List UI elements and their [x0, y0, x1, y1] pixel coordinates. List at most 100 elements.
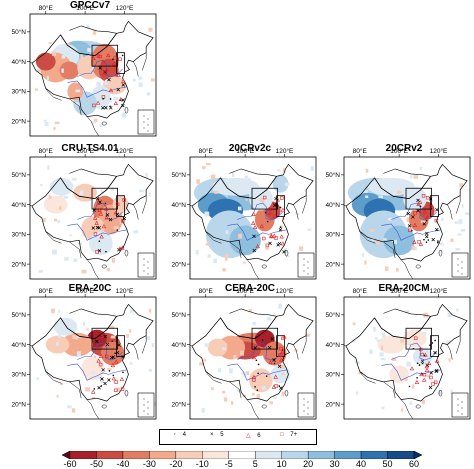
hainan-outline: [415, 264, 421, 269]
station-square: [420, 352, 424, 357]
station-square: [121, 219, 125, 223]
anomaly-speckle: [395, 268, 399, 272]
anomaly-speckle: [145, 172, 148, 178]
colorbar-segment: [281, 451, 309, 459]
anomaly-speckle: [364, 260, 367, 265]
anomaly-speckle: [409, 175, 413, 179]
anomaly-speckle: [76, 335, 81, 338]
station-square: [431, 382, 435, 386]
river-line: [237, 202, 283, 221]
anomaly-speckle: [202, 166, 206, 170]
station-triangle: [104, 206, 109, 211]
station-dot: [256, 389, 259, 392]
map-cera20c: 80°E 100°E 120°E 50°N 40°N 30°N 20°N: [171, 287, 317, 420]
anomaly-speckle: [351, 339, 356, 343]
station-dot: [429, 344, 431, 346]
hainan-outline: [261, 264, 267, 269]
anomaly-speckle: [107, 368, 112, 371]
anomaly-shading: [67, 82, 84, 101]
colorbar-segment: [228, 451, 256, 459]
anomaly-speckle: [365, 168, 369, 173]
anomaly-speckle: [110, 335, 116, 339]
anomaly-shading: [81, 356, 105, 381]
anomaly-speckle: [218, 368, 222, 373]
anomaly-speckle: [130, 309, 135, 313]
anomaly-speckle: [139, 189, 144, 193]
country-border: [447, 204, 453, 220]
china-border: [345, 303, 468, 402]
region-box: [430, 335, 439, 357]
anomaly-speckle: [284, 182, 290, 186]
station-cross: [115, 350, 120, 355]
anomaly-speckle: [419, 166, 423, 170]
south-china-sea-inset: [451, 252, 469, 278]
country-border: [229, 381, 242, 399]
station-cross: [428, 197, 433, 201]
island-dot: [147, 124, 149, 126]
station-cross: [95, 339, 99, 344]
anomaly-speckle: [225, 230, 229, 234]
station-triangle: [251, 220, 256, 225]
country-border: [455, 195, 461, 214]
station-dot: [112, 374, 115, 377]
region-box: [91, 44, 119, 67]
anomaly-speckle: [43, 218, 46, 223]
anomaly-speckle: [53, 126, 56, 131]
anomaly-speckle: [448, 358, 451, 362]
anomaly-speckle: [375, 337, 378, 340]
station-cross: [416, 208, 420, 213]
colorbar-tick-label: -30: [142, 459, 156, 469]
anomaly-speckle: [459, 183, 463, 188]
station-triangle: [90, 389, 96, 394]
station-triangle: [94, 220, 99, 225]
anomaly-speckle: [93, 355, 97, 358]
anomaly-speckle: [145, 336, 151, 341]
anomaly-speckle: [252, 321, 256, 325]
anomaly-speckle: [245, 371, 250, 376]
lon-label: 100°E: [76, 287, 94, 295]
anomaly-speckle: [213, 258, 217, 264]
anomaly-speckle: [51, 308, 55, 314]
anomaly-speckle: [281, 391, 285, 397]
station-dot: [266, 220, 269, 223]
anomaly-shading: [403, 186, 427, 211]
station-cross: [121, 103, 125, 108]
legend-item-4: · 4: [174, 432, 186, 438]
anomaly-speckle: [92, 121, 96, 124]
anomaly-shading: [383, 225, 415, 256]
station-dot: [264, 211, 267, 214]
station-square: [279, 346, 283, 351]
anomaly-speckle: [113, 226, 119, 230]
station-triangle: [273, 374, 278, 379]
region-box: [116, 335, 125, 357]
river-line: [391, 202, 437, 221]
island-dot: [147, 407, 149, 409]
station-triangle: [104, 67, 110, 72]
anomaly-speckle: [85, 387, 90, 392]
taiwan-outline: [438, 389, 443, 397]
colorbar-segment: [387, 451, 415, 459]
anomaly-speckle: [75, 336, 79, 340]
colorbar-segment: [96, 451, 124, 459]
anomaly-speckle: [231, 401, 234, 405]
anomaly-shading: [59, 61, 80, 80]
hainan-outline: [101, 121, 107, 126]
country-border: [383, 241, 396, 259]
anomaly-shading: [367, 177, 415, 196]
station-dot: [425, 219, 428, 222]
island-dot: [307, 261, 309, 263]
region-box: [251, 327, 279, 350]
country-border: [133, 204, 139, 220]
colorbar-tick-label: 40: [356, 459, 367, 469]
station-triangle: [113, 100, 119, 105]
anomaly-speckle: [87, 47, 93, 53]
anomaly-speckle: [57, 219, 61, 224]
anomaly-speckle: [71, 408, 76, 413]
station-dot: [408, 385, 411, 388]
anomaly-speckle: [404, 378, 408, 381]
taiwan-outline: [124, 249, 129, 257]
station-triangle: [414, 379, 420, 384]
anomaly-speckle: [89, 218, 93, 224]
lat-label: 30°N: [11, 88, 26, 96]
station-cross: [103, 70, 107, 74]
